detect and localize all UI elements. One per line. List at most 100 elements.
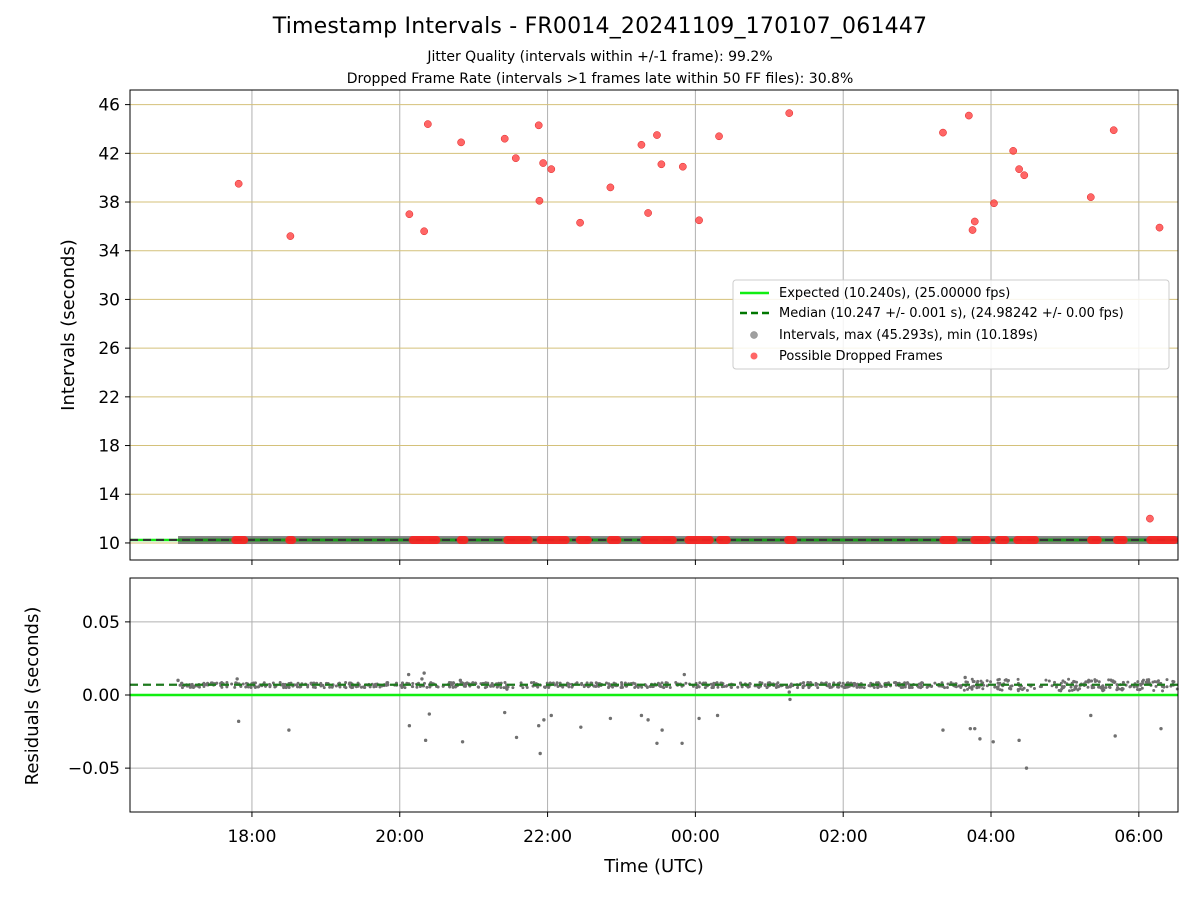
dropped-frame-point — [535, 196, 544, 205]
residual-point — [1074, 684, 1078, 688]
legend-intervals-marker — [750, 331, 758, 339]
residual-point — [410, 685, 414, 689]
residual-point — [785, 685, 789, 689]
residual-point — [1110, 679, 1114, 683]
residual-point — [249, 685, 253, 689]
residual-point — [349, 685, 353, 689]
chart-subtitle-dropped: Dropped Frame Rate (intervals >1 frames … — [346, 71, 854, 87]
dropped-frame-point — [511, 154, 520, 163]
residual-point — [594, 681, 598, 685]
dropped-frame-point — [637, 140, 646, 149]
residual-point — [322, 686, 326, 690]
dropped-frame-point — [405, 210, 414, 219]
dropped-frame-point — [678, 162, 687, 171]
residual-point — [1067, 677, 1071, 681]
residual-point — [998, 681, 1002, 685]
x-tick-label: 22:00 — [523, 827, 572, 847]
top-y-tick-label: 26 — [98, 339, 120, 359]
residual-point — [425, 685, 429, 689]
dropped-frame-cluster — [231, 536, 249, 545]
residual-point — [253, 681, 257, 685]
dropped-frame-cluster — [939, 536, 958, 545]
residual-point — [802, 681, 806, 685]
residual-point — [1092, 686, 1096, 690]
residual-point — [1115, 683, 1119, 687]
residual-point — [282, 686, 286, 690]
legend-dropped-label: Possible Dropped Frames — [779, 349, 943, 364]
residual-point — [827, 682, 831, 686]
residual-point — [933, 681, 937, 685]
dropped-frame-cluster — [606, 536, 622, 545]
residual-point — [631, 681, 635, 685]
residual-point — [1067, 689, 1071, 693]
residual-outlier — [235, 677, 239, 681]
dropped-frame-point — [715, 132, 723, 141]
residual-point — [309, 681, 313, 685]
residual-outlier — [978, 737, 982, 741]
top-y-tick-label: 22 — [98, 388, 120, 408]
residual-point — [843, 685, 847, 689]
residual-point — [776, 681, 780, 685]
dropped-frame-cluster — [970, 536, 992, 545]
dropped-frame-point — [939, 128, 947, 137]
residual-point — [328, 685, 332, 689]
dropped-frame-cluster — [1087, 536, 1102, 545]
residual-point — [580, 683, 584, 687]
residual-point — [1162, 685, 1166, 689]
residual-point — [343, 685, 347, 689]
residual-outlier — [646, 718, 650, 722]
residual-point — [903, 681, 907, 685]
residual-point — [362, 685, 366, 689]
residual-outlier — [682, 672, 687, 677]
residual-point — [1039, 685, 1043, 689]
residual-point — [640, 685, 644, 689]
residual-point — [215, 681, 219, 685]
residual-point — [989, 680, 993, 684]
residual-point — [476, 685, 480, 689]
residual-point — [1086, 685, 1090, 689]
residual-point — [548, 681, 552, 685]
residual-point — [1007, 686, 1011, 690]
residual-point — [1171, 679, 1175, 683]
dropped-frame-point — [1086, 193, 1095, 202]
legend-expected-label: Expected (10.240s), (25.00000 fps) — [779, 286, 1010, 301]
residual-point — [1121, 680, 1125, 684]
residual-point — [296, 681, 300, 685]
residual-point — [463, 684, 467, 688]
residual-outlier — [680, 741, 684, 745]
residual-outlier — [514, 735, 519, 740]
residual-point — [703, 686, 707, 690]
residual-outlier — [1113, 734, 1117, 738]
residual-point — [567, 685, 571, 689]
residual-point — [1140, 686, 1144, 690]
residual-outlier — [1024, 766, 1029, 770]
residual-point — [620, 681, 624, 685]
residual-point — [816, 686, 820, 690]
chart-title: Timestamp Intervals - FR0014_20241109_17… — [272, 14, 928, 39]
residual-point — [1104, 686, 1108, 690]
residual-point — [1093, 679, 1097, 683]
legend-intervals-label: Intervals, max (45.293s), min (10.189s) — [779, 328, 1038, 343]
residual-point — [1016, 677, 1020, 681]
residual-outlier — [538, 751, 542, 756]
residual-point — [747, 685, 751, 689]
dropped-frame-cluster — [285, 536, 297, 545]
residual-point — [220, 685, 224, 689]
residual-outlier — [1159, 726, 1163, 731]
dropped-frame-point — [1146, 514, 1154, 523]
residual-point — [499, 685, 503, 689]
residual-point — [1084, 680, 1088, 684]
residual-point — [373, 684, 377, 688]
residual-point — [725, 684, 729, 688]
residual-point — [484, 681, 488, 685]
top-axes: 10 14 18 22 26 30 34 38 42 46 — [98, 96, 1140, 565]
residual-point — [257, 685, 261, 689]
dropped-frame-point — [657, 160, 666, 169]
dropped-frame-point — [695, 216, 703, 225]
residual-point — [1128, 685, 1132, 689]
residual-outlier — [176, 678, 180, 683]
residual-point — [338, 685, 342, 689]
top-y-tick-label: 38 — [98, 193, 120, 213]
dropped-frame-point — [420, 227, 428, 236]
